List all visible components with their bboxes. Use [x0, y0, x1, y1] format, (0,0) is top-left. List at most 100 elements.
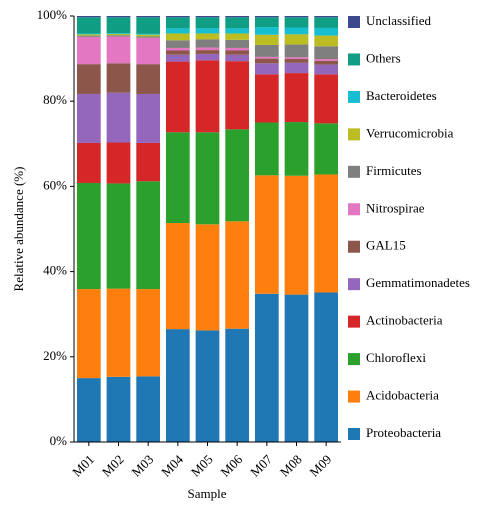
bar-segment	[225, 50, 250, 55]
bar-segment	[76, 34, 101, 36]
bar-segment	[225, 129, 250, 222]
bar-segment	[76, 64, 101, 94]
legend-label: Verrucomicrobia	[366, 125, 454, 140]
bar-segment	[314, 17, 339, 28]
bar-segment	[165, 17, 190, 29]
bar-segment	[106, 36, 131, 64]
bar-segment	[165, 54, 190, 62]
x-tick-label: M07	[247, 451, 275, 479]
bar-segment	[284, 44, 309, 58]
bar-segment	[284, 27, 309, 35]
bar-segment	[195, 17, 220, 29]
bar-segment	[195, 60, 220, 133]
y-tick-label: 0%	[50, 433, 68, 448]
bar-segment	[106, 63, 131, 93]
bar-segment	[254, 44, 279, 57]
bar-segment	[136, 33, 161, 35]
bar-segment	[76, 378, 101, 442]
bar-segment	[284, 16, 309, 18]
bar-segment	[225, 28, 250, 34]
x-tick-label: M04	[158, 451, 186, 479]
bar-segment	[254, 58, 279, 64]
legend-label: Bacteroidetes	[366, 88, 437, 103]
bar-segment	[314, 174, 339, 293]
y-axis-label: Relative abundance (%)	[11, 167, 26, 292]
x-tick-label: M08	[277, 452, 305, 480]
bar-segment	[106, 33, 131, 34]
bar-segment	[225, 61, 250, 130]
bar-segment	[284, 294, 309, 442]
bar-segment	[136, 376, 161, 442]
legend-swatch	[348, 16, 360, 28]
bar-segment	[195, 16, 220, 18]
bar-segment	[136, 36, 161, 38]
bar-segment	[195, 28, 220, 34]
bar-segment	[314, 64, 339, 75]
bar-segment	[136, 37, 161, 65]
bar-segment	[254, 293, 279, 442]
bar-segment	[106, 17, 131, 34]
bar-segment	[136, 289, 161, 377]
legend-swatch	[348, 165, 360, 178]
bar-segment	[254, 122, 279, 176]
bar-segment	[136, 16, 161, 18]
bar-segment	[165, 61, 190, 133]
bar-segment	[284, 122, 309, 176]
x-tick-label: M03	[128, 452, 156, 480]
bar-segment	[165, 132, 190, 224]
bar-segment	[254, 56, 279, 59]
bar-segment	[314, 60, 339, 65]
bar-segment	[76, 17, 101, 34]
bar-segment	[284, 34, 309, 45]
x-tick-label: M06	[217, 451, 245, 479]
bar-segment	[254, 17, 279, 28]
bar-segment	[225, 33, 250, 40]
legend-label: Others	[366, 50, 401, 65]
bar-segment	[165, 40, 190, 48]
bar-segment	[195, 224, 220, 331]
bar-segment	[195, 330, 220, 442]
bar-segment	[136, 181, 161, 290]
bar-segment	[136, 142, 161, 182]
bar-segment	[195, 33, 220, 40]
bar-segment	[314, 74, 339, 124]
bar-segment	[165, 329, 190, 442]
legend-swatch	[348, 203, 360, 216]
x-axis-label: Sample	[188, 486, 227, 501]
bar-segment	[225, 17, 250, 29]
bar-segment	[254, 34, 279, 45]
legend-label: Proteobacteria	[366, 425, 441, 440]
bar-segment	[314, 59, 339, 61]
legend-label: GAL15	[366, 238, 406, 253]
y-tick-label: 100%	[37, 7, 68, 22]
bar-segment	[136, 17, 161, 34]
legend-swatch	[348, 278, 360, 291]
x-tick-label: M01	[69, 452, 97, 480]
bar-segment	[136, 34, 161, 37]
bar-segment	[225, 16, 250, 18]
legend-label: Nitrospirae	[366, 200, 425, 215]
legend-swatch	[348, 240, 360, 253]
x-tick-label: M09	[306, 452, 334, 480]
bar-segment	[136, 93, 161, 143]
bar-segment	[165, 16, 190, 18]
bar-segment	[195, 53, 220, 61]
bar-segment	[225, 54, 250, 62]
bar-segment	[314, 35, 339, 47]
bar-segment	[225, 221, 250, 329]
bar-segment	[195, 39, 220, 48]
bar-segment	[314, 46, 339, 60]
bar-segment	[106, 33, 131, 36]
bar-segment	[254, 27, 279, 35]
bar-segment	[314, 27, 339, 36]
bar-segment	[195, 132, 220, 225]
bar-segment	[254, 74, 279, 123]
bar-segment	[254, 63, 279, 75]
legend-label: Acidobacteria	[366, 388, 439, 403]
bar-segment	[76, 93, 101, 143]
bar-segment	[254, 175, 279, 294]
y-tick-label: 20%	[43, 348, 67, 363]
bar-segment	[314, 16, 339, 18]
bar-segment	[76, 36, 101, 65]
